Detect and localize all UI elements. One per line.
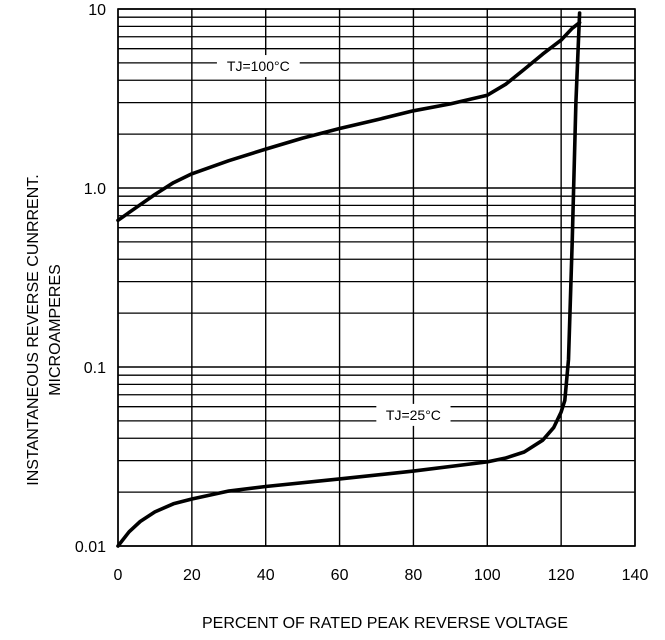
grid [117,8,636,547]
curve-label-box [216,55,300,78]
y-tick-label: 10 [88,2,106,19]
y-axis-label-line1: INSTANTANEOUS REVERSE CUNRRENT. [25,174,42,485]
x-tick-labels: 0 20 40 60 80 100 120 140 [114,567,649,584]
plot-frame [117,8,636,547]
x-axis-label: PERCENT OF RATED PEAK REVERSE VOLTAGE [202,615,568,632]
x-tick-label: 80 [405,567,423,584]
x-tick-label: 100 [474,567,501,584]
x-tick-label: 20 [183,567,201,584]
curve-label-tj-100c: TJ=100°C [227,58,290,74]
y-tick-label: 1.0 [84,181,106,198]
series-line-tj-25c [116,11,582,548]
x-tick-label: 120 [548,567,575,584]
x-tick-label: 140 [622,567,649,584]
y-tick-label: 0.1 [84,360,106,377]
x-tick-label: 0 [114,567,123,584]
curve-label-box [376,403,451,426]
x-tick-label: 60 [331,567,349,584]
y-tick-label: 0.01 [75,539,106,556]
curve-labels: TJ=100°C TJ=25°C [216,55,451,426]
x-tick-label: 40 [257,567,275,584]
curve-label-tj-25c: TJ=25°C [386,407,441,423]
y-tick-labels: 0.01 0.1 1.0 10 [75,2,106,556]
series-line-tj-100c [116,20,582,223]
curves [116,11,582,548]
y-axis-label-line2: MICROAMPERES [47,264,64,396]
